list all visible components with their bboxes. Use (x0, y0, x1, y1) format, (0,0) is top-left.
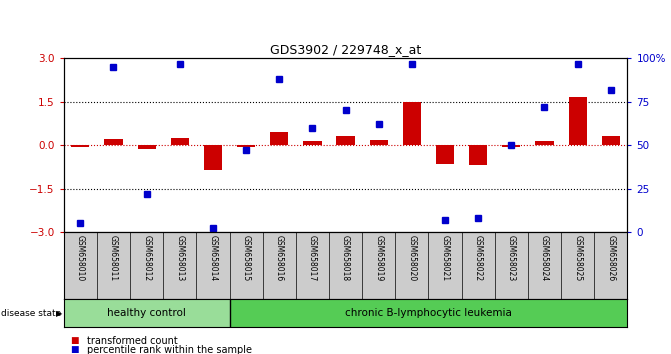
Text: GSM658011: GSM658011 (109, 235, 118, 281)
Text: GSM658024: GSM658024 (540, 235, 549, 281)
Text: GSM658015: GSM658015 (242, 235, 250, 281)
Bar (370, 140, 388, 145)
Bar (535, 141, 554, 145)
Bar (71, 145, 89, 147)
Text: GSM658021: GSM658021 (441, 235, 450, 281)
Title: GDS3902 / 229748_x_at: GDS3902 / 229748_x_at (270, 43, 421, 56)
Bar (303, 141, 321, 145)
Text: chronic B-lymphocytic leukemia: chronic B-lymphocytic leukemia (345, 308, 512, 318)
Bar (602, 137, 620, 145)
Text: GSM658012: GSM658012 (142, 235, 151, 281)
Text: GSM658018: GSM658018 (341, 235, 350, 281)
Text: healthy control: healthy control (107, 308, 186, 318)
Text: GSM658019: GSM658019 (374, 235, 383, 281)
Bar (336, 137, 355, 145)
Bar (502, 145, 521, 147)
Text: percentile rank within the sample: percentile rank within the sample (87, 345, 252, 354)
Text: GSM658026: GSM658026 (607, 235, 615, 281)
Text: ■: ■ (70, 336, 79, 345)
Bar (436, 145, 454, 164)
Bar (403, 102, 421, 145)
Bar (105, 139, 123, 145)
Text: GSM658023: GSM658023 (507, 235, 516, 281)
Text: transformed count: transformed count (87, 336, 178, 346)
Bar (204, 145, 222, 170)
Bar (170, 138, 189, 145)
Bar (229, 299, 627, 327)
Text: GSM658013: GSM658013 (175, 235, 185, 281)
Text: ■: ■ (70, 345, 79, 354)
Bar (237, 145, 255, 147)
Bar (270, 132, 289, 145)
Text: GSM658010: GSM658010 (76, 235, 85, 281)
Text: GSM658017: GSM658017 (308, 235, 317, 281)
Text: GSM658022: GSM658022 (474, 235, 482, 281)
Text: disease state: disease state (1, 309, 62, 318)
Text: GSM658025: GSM658025 (573, 235, 582, 281)
Bar (64, 299, 229, 327)
Bar (138, 145, 156, 149)
Bar (568, 97, 586, 145)
Text: ▶: ▶ (56, 309, 62, 318)
Text: GSM658016: GSM658016 (274, 235, 284, 281)
Bar (469, 145, 487, 165)
Text: GSM658020: GSM658020 (407, 235, 417, 281)
Text: GSM658014: GSM658014 (209, 235, 217, 281)
